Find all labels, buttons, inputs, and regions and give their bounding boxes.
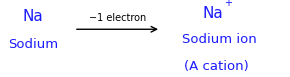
Text: Na: Na xyxy=(203,6,224,21)
Text: +: + xyxy=(224,0,232,8)
Text: Sodium ion: Sodium ion xyxy=(182,33,256,46)
Text: −1 electron: −1 electron xyxy=(89,13,146,23)
Text: Na: Na xyxy=(23,9,44,24)
Text: Sodium: Sodium xyxy=(8,38,58,51)
Text: (A cation): (A cation) xyxy=(184,61,249,73)
